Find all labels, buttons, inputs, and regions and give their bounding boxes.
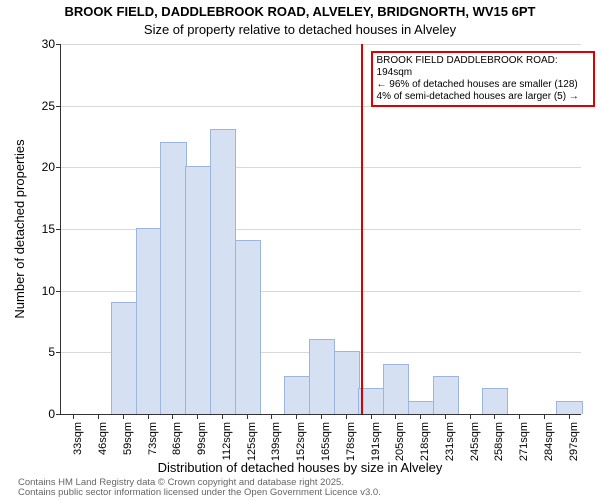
xtick-mark (445, 414, 446, 419)
xtick-label: 231sqm (444, 422, 456, 472)
xtick-mark (569, 414, 570, 419)
ytick-mark (56, 44, 61, 45)
xtick-mark (296, 414, 297, 419)
xtick-label: 73sqm (147, 422, 159, 472)
annotation-text: ← 96% of detached houses are smaller (12… (377, 79, 589, 91)
xtick-mark (544, 414, 545, 419)
histogram-bar (556, 401, 582, 414)
footer-attribution: Contains HM Land Registry data © Crown c… (18, 478, 381, 499)
xtick-mark (321, 414, 322, 419)
xtick-label: 297sqm (568, 422, 580, 472)
xtick-mark (519, 414, 520, 419)
xtick-label: 139sqm (270, 422, 282, 472)
xtick-label: 33sqm (72, 422, 84, 472)
xtick-mark (371, 414, 372, 419)
ytick-mark (56, 352, 61, 353)
gridline (61, 167, 581, 168)
ytick-label: 30 (25, 37, 55, 51)
xtick-label: 112sqm (221, 422, 233, 472)
xtick-mark (197, 414, 198, 419)
histogram-bar (235, 240, 261, 414)
xtick-mark (247, 414, 248, 419)
histogram-bar (284, 376, 310, 414)
plot-area: BROOK FIELD DADDLEBROOK ROAD: 194sqm← 96… (60, 44, 581, 415)
ytick-label: 10 (25, 284, 55, 298)
gridline (61, 44, 581, 45)
annotation-text: BROOK FIELD DADDLEBROOK ROAD: 194sqm (377, 55, 589, 79)
xtick-label: 165sqm (320, 422, 332, 472)
xtick-label: 86sqm (171, 422, 183, 472)
xtick-mark (346, 414, 347, 419)
xtick-mark (172, 414, 173, 419)
ytick-mark (56, 229, 61, 230)
chart-container: BROOK FIELD, DADDLEBROOK ROAD, ALVELEY, … (0, 0, 600, 500)
histogram-bar (408, 401, 434, 414)
chart-title-line1: BROOK FIELD, DADDLEBROOK ROAD, ALVELEY, … (0, 4, 600, 19)
footer-line2: Contains public sector information licen… (18, 488, 381, 498)
ytick-mark (56, 291, 61, 292)
xtick-label: 178sqm (345, 422, 357, 472)
xtick-mark (395, 414, 396, 419)
histogram-bar (210, 129, 236, 414)
xtick-label: 191sqm (370, 422, 382, 472)
ytick-label: 0 (25, 407, 55, 421)
histogram-bar (160, 142, 186, 414)
xtick-label: 218sqm (419, 422, 431, 472)
xtick-mark (494, 414, 495, 419)
xtick-label: 99sqm (196, 422, 208, 472)
ytick-mark (56, 167, 61, 168)
annotation-text: 4% of semi-detached houses are larger (5… (377, 91, 589, 103)
xtick-label: 245sqm (469, 422, 481, 472)
xtick-mark (470, 414, 471, 419)
xtick-label: 284sqm (543, 422, 555, 472)
histogram-bar (383, 364, 409, 414)
xtick-label: 46sqm (97, 422, 109, 472)
histogram-bar (136, 228, 162, 414)
ytick-label: 25 (25, 99, 55, 113)
marker-line (361, 44, 363, 414)
ytick-mark (56, 106, 61, 107)
ytick-label: 15 (25, 222, 55, 236)
xtick-mark (222, 414, 223, 419)
xtick-label: 59sqm (122, 422, 134, 472)
xtick-mark (98, 414, 99, 419)
histogram-bar (334, 351, 360, 414)
ytick-label: 5 (25, 345, 55, 359)
annotation-box: BROOK FIELD DADDLEBROOK ROAD: 194sqm← 96… (371, 51, 595, 107)
ytick-label: 20 (25, 160, 55, 174)
chart-title-line2: Size of property relative to detached ho… (0, 22, 600, 37)
xtick-mark (420, 414, 421, 419)
xtick-label: 271sqm (518, 422, 530, 472)
ytick-mark (56, 414, 61, 415)
xtick-label: 258sqm (493, 422, 505, 472)
histogram-bar (185, 166, 211, 414)
histogram-bar (433, 376, 459, 414)
histogram-bar (309, 339, 335, 414)
xtick-mark (123, 414, 124, 419)
histogram-bar (111, 302, 137, 414)
histogram-bar (482, 388, 508, 414)
xtick-mark (148, 414, 149, 419)
xtick-label: 125sqm (246, 422, 258, 472)
xtick-mark (73, 414, 74, 419)
xtick-mark (271, 414, 272, 419)
xtick-label: 152sqm (295, 422, 307, 472)
xtick-label: 205sqm (394, 422, 406, 472)
